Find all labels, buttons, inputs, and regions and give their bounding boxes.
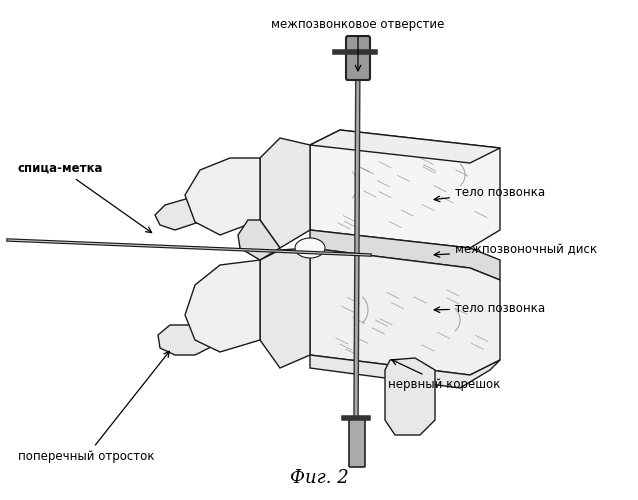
- Polygon shape: [310, 248, 500, 375]
- Text: спица-метка: спица-метка: [18, 162, 152, 232]
- Text: межпозвонковое отверстие: межпозвонковое отверстие: [271, 18, 445, 71]
- Polygon shape: [310, 130, 500, 163]
- Polygon shape: [185, 260, 260, 352]
- FancyBboxPatch shape: [349, 417, 365, 467]
- Text: тело позвонка: тело позвонка: [434, 302, 545, 314]
- Polygon shape: [260, 138, 310, 248]
- Polygon shape: [185, 158, 260, 235]
- Polygon shape: [385, 358, 435, 435]
- Text: нервный корешок: нервный корешок: [388, 360, 500, 391]
- FancyBboxPatch shape: [346, 36, 370, 80]
- Ellipse shape: [295, 238, 325, 258]
- Text: тело позвонка: тело позвонка: [434, 186, 545, 202]
- Text: Фиг. 2: Фиг. 2: [290, 469, 348, 487]
- Polygon shape: [310, 355, 500, 388]
- Polygon shape: [310, 230, 500, 280]
- Text: межпозвоночный диск: межпозвоночный диск: [434, 244, 597, 258]
- Polygon shape: [260, 248, 310, 368]
- Polygon shape: [155, 172, 260, 230]
- Polygon shape: [310, 130, 500, 248]
- Polygon shape: [238, 220, 280, 260]
- Polygon shape: [158, 295, 260, 355]
- Text: поперечный отросток: поперечный отросток: [18, 352, 170, 463]
